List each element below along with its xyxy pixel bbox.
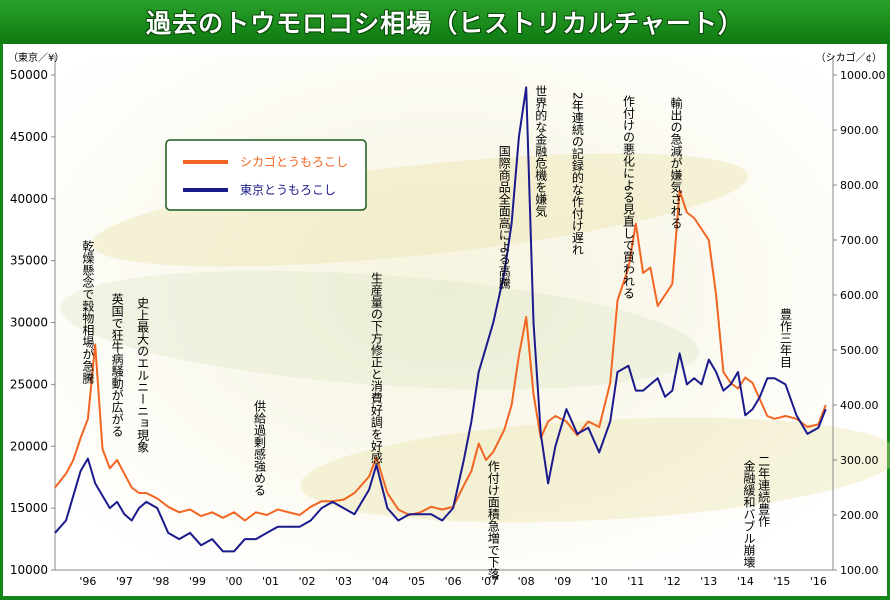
annotation-label: 世界的な金融危機を嫌気 [534,85,548,218]
x-tick-label: '99 [189,575,206,588]
right-tick-label: 1000.00 [840,69,886,82]
x-tick-label: '12 [664,575,681,588]
annotation-label: 二年連続豊作 [757,455,771,527]
x-tick-label: '10 [591,575,608,588]
annotations-layer: 乾燥懸念で穀物相場が急騰 英国で狂牛病騒動が広がる 史上最大のエルニーニョ現象供給過… [81,85,793,581]
right-tick-label: 300.00 [840,454,879,467]
right-tick-label: 800.00 [840,179,879,192]
x-tick-label: '98 [152,575,169,588]
annotation-label: 輸出の急減が嫌気される [669,96,683,229]
left-tick-label: 30000 [10,316,48,330]
annotation-label: 作付け面積急増で下落 [486,460,500,581]
x-tick-label: '16 [810,575,827,588]
series-layer [54,86,827,553]
right-tick-label: 600.00 [840,289,879,302]
chart-title: 過去のトウモロコシ相場（ヒストリカルチャート） [146,9,744,38]
x-tick-label: '01 [262,575,279,588]
x-tick-label: '04 [372,575,389,588]
left-axis-title: （東京／¥） [8,51,64,64]
annotation-label: 作付けの悪化による見直しで買われる [621,95,635,299]
x-tick-label: '03 [335,575,352,588]
annotation-label: 国際商品全面高による高騰 [497,145,511,290]
annotation-label: 生産量の下方修正と消費好調を好感 [369,272,383,464]
corn-leaf-decor [60,270,700,390]
left-tick-label: 20000 [10,439,48,453]
left-tick-label: 45000 [10,130,48,144]
left-tick-label: 10000 [10,563,48,577]
right-tick-label: 400.00 [840,399,879,412]
left-tick-label: 35000 [10,254,48,268]
corn-leaf-decor [300,417,890,523]
corn-leaf-decor [91,153,749,267]
series-line-0 [54,189,827,522]
x-tick-label: '15 [773,575,790,588]
series-line-1 [54,86,827,553]
x-tick-label: '13 [700,575,717,588]
x-tick-label: '09 [554,575,571,588]
corn-decoration [60,153,890,523]
annotation-label: 供給過剰感強める [253,400,267,496]
right-tick-label: 900.00 [840,124,879,137]
annotation-label: 金融緩和バブル崩壊 [742,459,756,569]
x-tick-label: '08 [518,575,535,588]
x-tick-label: '05 [408,575,425,588]
annotation-label: 乾燥懸念で穀物相場が急騰 [81,240,95,385]
x-tick-label: '00 [225,575,242,588]
annotation-label: 英国で狂牛病騒動が広がる [110,293,124,437]
title-bar: 過去のトウモロコシ相場（ヒストリカルチャート） [0,0,890,44]
legend-label-1: 東京とうもろこし [240,183,336,197]
x-tick-label: '96 [79,575,96,588]
x-tick-label: '07 [481,575,498,588]
annotation-label: 2年連続の記録的な作付け遅れ [570,92,584,256]
axes-layer: （東京／¥） （シカゴ／¢） 10000 15000 20000 25000 30000 35… [8,51,886,588]
left-tick-label: 50000 [10,68,48,82]
left-tick-label: 25000 [10,377,48,391]
x-tick-label: '06 [445,575,462,588]
legend-label-0: シカゴとうもろこし [240,154,348,169]
legend-box [165,139,367,211]
right-tick-label: 100.00 [840,564,879,577]
right-tick-label: 700.00 [840,234,879,247]
annotation-label: 豊作三年目 [779,308,793,368]
left-tick-label: 40000 [10,192,48,206]
x-tick-label: '02 [299,575,316,588]
right-axis-title: （シカゴ／¢） [816,51,882,64]
x-tick-label: '14 [737,575,754,588]
x-tick-label: '11 [627,575,644,588]
x-tick-label: '97 [116,575,133,588]
right-tick-label: 200.00 [840,509,879,522]
annotation-label: 史上最大のエルニーニョ現象 [136,297,150,453]
left-tick-label: 15000 [10,501,48,515]
right-tick-label: 500.00 [840,344,879,357]
